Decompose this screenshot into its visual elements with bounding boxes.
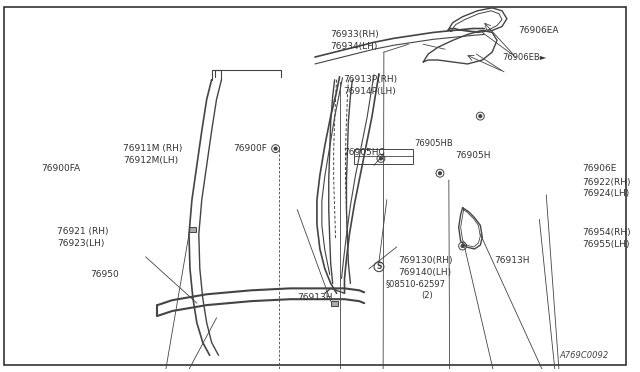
Text: 76955(LH): 76955(LH) bbox=[582, 240, 630, 248]
Text: 76954(RH): 76954(RH) bbox=[582, 228, 631, 237]
Text: §08510-62597: §08510-62597 bbox=[386, 279, 446, 288]
Circle shape bbox=[274, 147, 277, 150]
Text: 76934(LH): 76934(LH) bbox=[330, 42, 377, 51]
Bar bbox=[189, 227, 196, 232]
Text: 76914P(LH): 76914P(LH) bbox=[344, 87, 396, 96]
Text: 76905HB: 76905HB bbox=[414, 139, 453, 148]
Circle shape bbox=[479, 115, 482, 118]
Text: 76913H: 76913H bbox=[297, 293, 333, 302]
Circle shape bbox=[380, 157, 382, 160]
Text: 76900F: 76900F bbox=[233, 144, 267, 153]
Bar bbox=[355, 148, 413, 164]
Text: 76921 (RH): 76921 (RH) bbox=[57, 227, 109, 236]
Text: A769C0092: A769C0092 bbox=[559, 351, 608, 360]
Text: 76950: 76950 bbox=[90, 270, 119, 279]
Text: 76905H: 76905H bbox=[455, 151, 490, 160]
Text: 769140(LH): 769140(LH) bbox=[399, 268, 452, 277]
Text: 76906E: 76906E bbox=[582, 164, 617, 173]
Text: 76906EB►: 76906EB► bbox=[502, 52, 546, 61]
Text: 76906EA: 76906EA bbox=[518, 26, 559, 35]
Circle shape bbox=[438, 172, 442, 174]
Text: 76913P(RH): 76913P(RH) bbox=[344, 75, 397, 84]
Text: 76933(RH): 76933(RH) bbox=[330, 30, 378, 39]
Text: 76900FA: 76900FA bbox=[42, 164, 81, 173]
Text: 76912M(LH): 76912M(LH) bbox=[123, 156, 178, 165]
Text: 76905HC: 76905HC bbox=[344, 148, 385, 157]
Text: 76924(LH): 76924(LH) bbox=[582, 189, 630, 198]
Circle shape bbox=[461, 245, 464, 247]
Text: S: S bbox=[376, 262, 381, 271]
Text: (2): (2) bbox=[421, 291, 433, 300]
Text: 769130(RH): 769130(RH) bbox=[399, 256, 453, 265]
Text: 76922(RH): 76922(RH) bbox=[582, 177, 631, 187]
Text: 76913H: 76913H bbox=[494, 256, 530, 265]
Text: 76911M (RH): 76911M (RH) bbox=[123, 144, 182, 153]
Text: 76923(LH): 76923(LH) bbox=[57, 238, 104, 248]
Bar bbox=[332, 301, 338, 305]
